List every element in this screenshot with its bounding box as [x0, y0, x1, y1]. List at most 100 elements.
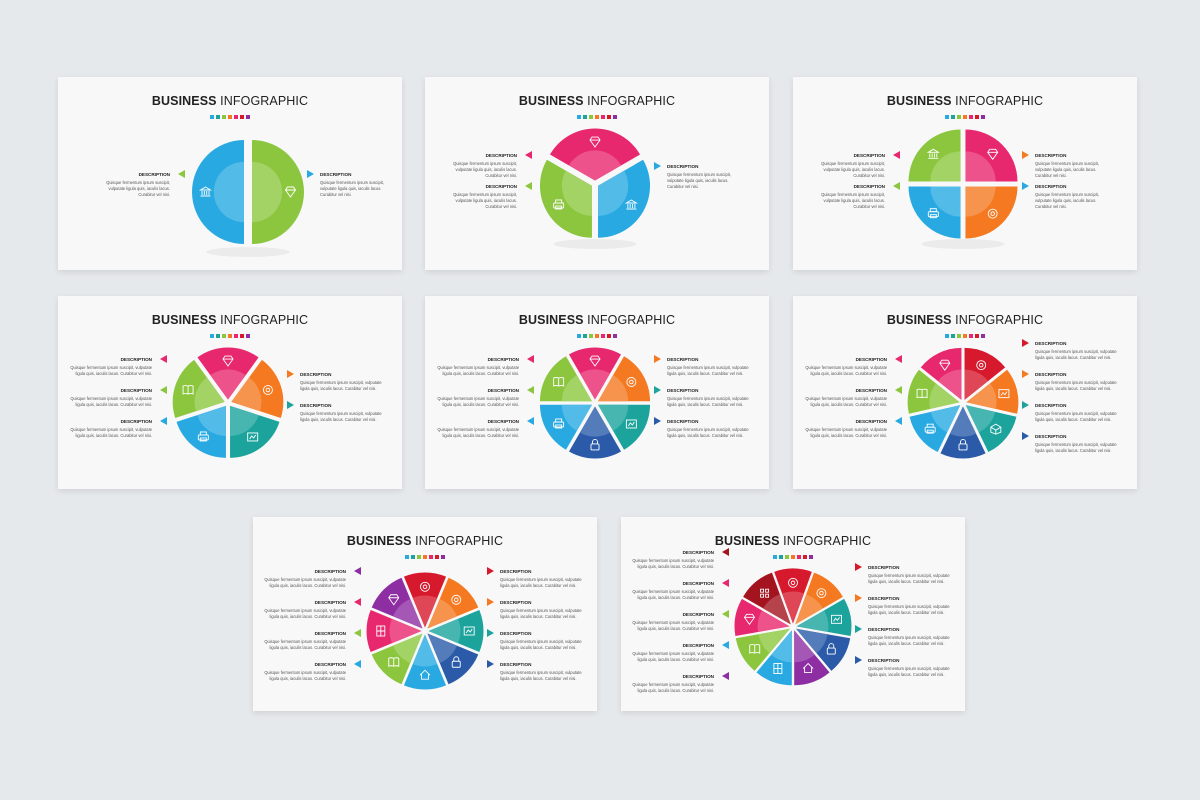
slide-8[interactable]: BUSINESS INFOGRAPHIC DESCRIPTION Quisque f…: [621, 517, 965, 711]
description-text: ligula quis, iaculis lacus. Curabitur ve…: [667, 401, 744, 407]
color-dot: [607, 334, 611, 338]
segment-4[interactable]: [940, 406, 986, 459]
slide-1[interactable]: BUSINESS INFOGRAPHIC DESCRIPTION Quisque f…: [58, 77, 402, 270]
description-heading: DESCRIPTION: [487, 418, 519, 424]
color-dots: [425, 115, 769, 119]
segment-2[interactable]: [965, 186, 1018, 239]
segment-5[interactable]: [403, 634, 447, 690]
description-text: ligula quis, iaculis lacus. Curabitur ve…: [500, 614, 577, 619]
description-heading: DESCRIPTION: [485, 153, 517, 158]
description-heading: DESCRIPTION: [855, 356, 887, 362]
slide-5[interactable]: BUSINESS INFOGRAPHIC DESCRIPTION Quisque f…: [425, 296, 769, 489]
segment-4[interactable]: [569, 406, 621, 459]
description-text: Quisque fermentum ipsum suscipit, vulput…: [1035, 380, 1117, 385]
diamond-icon: [388, 594, 400, 606]
target-icon: [816, 588, 827, 599]
slide-7[interactable]: BUSINESS INFOGRAPHIC DESCRIPTION Quisque f…: [253, 517, 597, 711]
segment-8[interactable]: [734, 598, 790, 636]
segment-7[interactable]: [366, 609, 422, 653]
slide-3[interactable]: BUSINESS INFOGRAPHIC DESCRIPTION Quisque f…: [793, 77, 1137, 270]
description-text: Quisque fermentum ipsum suscipit,: [821, 161, 885, 166]
description-left-1: DESCRIPTION Quisque fermentum ipsum susci…: [793, 357, 887, 377]
segment-3[interactable]: [965, 405, 1017, 453]
segment-3[interactable]: [908, 186, 961, 239]
segment-3[interactable]: [230, 405, 280, 458]
segment-4[interactable]: [176, 405, 226, 458]
description-text: Quisque fermentum ipsum suscipit, vulput…: [264, 639, 346, 644]
segment-2[interactable]: [427, 577, 479, 629]
color-dot: [957, 115, 961, 119]
segment-7[interactable]: [920, 347, 962, 400]
segment-2[interactable]: [598, 356, 651, 402]
description-left-1: DESCRIPTION Quisque fermentum ipsum susci…: [425, 357, 519, 377]
color-dots: [58, 115, 402, 119]
slide-6[interactable]: BUSINESS INFOGRAPHIC DESCRIPTION Quisque f…: [793, 296, 1137, 489]
book-icon: [182, 385, 194, 395]
pie-diagram: [539, 347, 651, 459]
book-icon: [916, 388, 928, 399]
segment-4[interactable]: [908, 129, 961, 182]
segment-4[interactable]: [427, 633, 479, 685]
description-text: Quisque fermentum ipsum suscipit, vulput…: [500, 577, 582, 582]
segment-7[interactable]: [735, 628, 790, 671]
pointer-icon: [1022, 401, 1029, 409]
color-dot: [423, 555, 427, 559]
segment-1[interactable]: [964, 347, 1006, 400]
description-text: Curabitur vel nisi.: [138, 192, 170, 197]
segment-2[interactable]: [966, 369, 1019, 414]
slide-title-rest: INFOGRAPHIC: [951, 313, 1044, 327]
description-left-3: DESCRIPTION Quisque fermentum ipsum susci…: [58, 419, 152, 439]
slide-title-rest: INFOGRAPHIC: [216, 313, 309, 327]
color-dot: [246, 334, 250, 338]
pointer-icon: [527, 416, 534, 425]
description-text: Curabitur vel nisi.: [1035, 204, 1067, 209]
segment-2[interactable]: [795, 572, 843, 625]
description-text: ligula quis, iaculis lacus. Curabitur ve…: [637, 594, 714, 600]
slide-2[interactable]: BUSINESS INFOGRAPHIC DESCRIPTION Quisque f…: [425, 77, 769, 270]
segment-5[interactable]: [794, 630, 830, 686]
diamond-icon: [939, 359, 951, 371]
segment-5[interactable]: [539, 404, 592, 450]
description-text: ligula quis, iaculis lacus. Curabitur ve…: [269, 645, 346, 650]
segment-1[interactable]: [252, 140, 304, 244]
segment-2[interactable]: [231, 359, 284, 418]
segment-6[interactable]: [756, 630, 792, 686]
segment-4[interactable]: [796, 628, 851, 671]
segment-6[interactable]: [539, 356, 592, 402]
segment-1[interactable]: [197, 347, 259, 400]
description-heading: DESCRIPTION: [500, 569, 532, 574]
segment-3[interactable]: [539, 159, 592, 238]
segment-5[interactable]: [909, 405, 961, 453]
segment-6[interactable]: [371, 633, 423, 685]
segment-9[interactable]: [743, 572, 791, 625]
slide-4[interactable]: BUSINESS INFOGRAPHIC DESCRIPTION Quisque f…: [58, 296, 402, 489]
segment-1[interactable]: [965, 129, 1018, 182]
pointer-icon: [527, 385, 534, 394]
lock-icon: [451, 656, 461, 668]
description-text: Quisque fermentum ipsum suscipit, vulput…: [632, 557, 714, 563]
description-text: Quisque fermentum ipsum suscipit, vulput…: [264, 670, 346, 675]
segment-1[interactable]: [569, 347, 621, 400]
segment-2[interactable]: [192, 140, 244, 244]
description-text: Quisque fermentum ipsum suscipit, vulput…: [667, 364, 749, 370]
segment-3[interactable]: [598, 404, 651, 450]
segment-1[interactable]: [403, 572, 447, 628]
description-right-3: DESCRIPTION Quisque fermentum ipsum susci…: [1035, 403, 1131, 423]
description-text: Quisque fermentum ipsum suscipit, vulput…: [632, 619, 714, 625]
description-heading: DESCRIPTION: [682, 611, 714, 617]
color-dot: [951, 115, 955, 119]
color-dots: [425, 334, 769, 338]
description-text: Quisque fermentum ipsum suscipit, vulput…: [70, 426, 152, 432]
segment-3[interactable]: [796, 598, 852, 636]
segment-1[interactable]: [774, 568, 812, 624]
color-dot: [595, 115, 599, 119]
book-icon: [388, 657, 400, 667]
pointer-icon: [527, 354, 534, 363]
segment-2[interactable]: [598, 159, 651, 238]
segment-8[interactable]: [371, 577, 423, 629]
segment-6[interactable]: [907, 369, 960, 414]
segment-3[interactable]: [428, 609, 484, 653]
diamond-icon: [284, 186, 297, 198]
segment-5[interactable]: [172, 359, 225, 418]
color-dot: [981, 115, 985, 119]
